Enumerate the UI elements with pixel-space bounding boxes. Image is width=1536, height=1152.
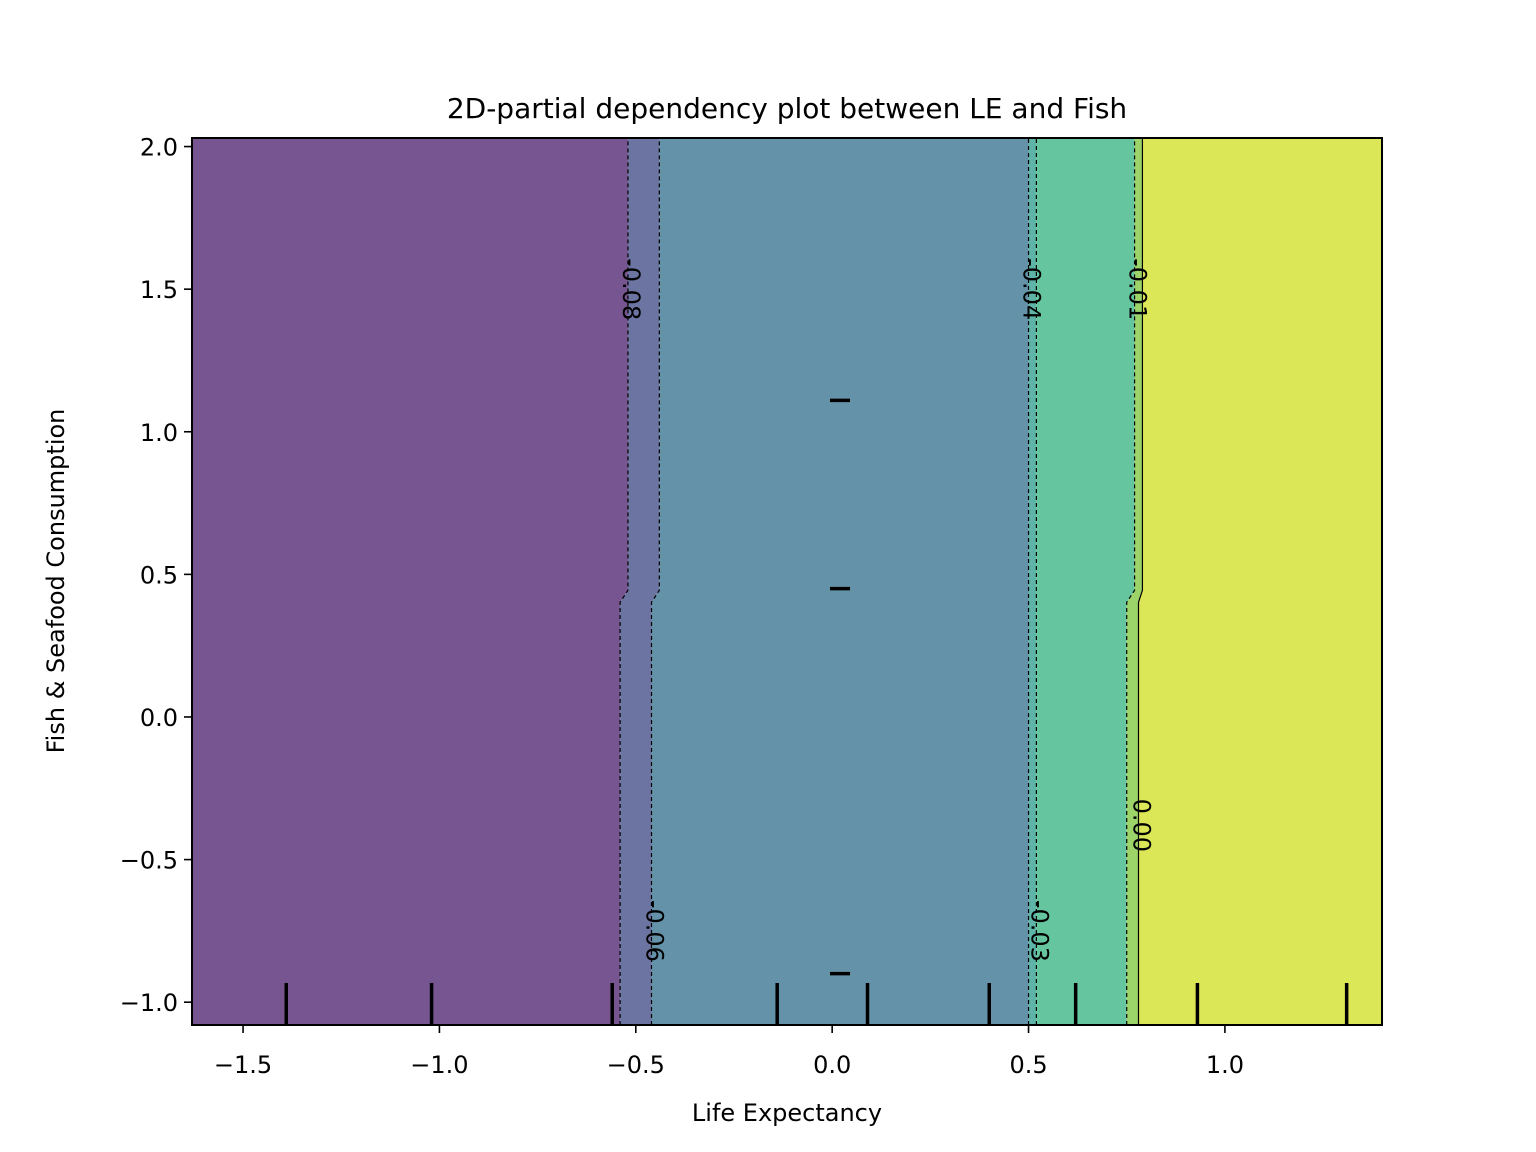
contour-label--0.01: -0.01 — [1124, 258, 1152, 320]
contour-label-0.00: 0.00 — [1128, 799, 1156, 852]
contour-lines — [619, 138, 1144, 1025]
contour-line-0.00 — [1137, 138, 1144, 1025]
contour-line--0.01 — [1126, 138, 1136, 1025]
contour-region-6 — [1138, 138, 1382, 1025]
contour-region-0 — [192, 138, 628, 1025]
y-tick-label: −0.5 — [120, 847, 178, 875]
contour-region-3 — [1028, 138, 1037, 1025]
plot-regions — [192, 138, 1382, 1025]
contour-line--0.08 — [619, 138, 629, 1025]
x-axis-label: Life Expectancy — [692, 1099, 882, 1127]
x-tick-label: 0.0 — [813, 1051, 851, 1079]
contour-label--0.04: -0.04 — [1018, 258, 1046, 320]
y-tick-label: 2.0 — [140, 134, 178, 162]
x-tick-label: 0.5 — [1009, 1051, 1047, 1079]
x-tick-label: −1.0 — [410, 1051, 468, 1079]
x-tick-label: 1.0 — [1206, 1051, 1244, 1079]
y-tick-label: 1.5 — [140, 276, 178, 304]
x-tick-label: −0.5 — [607, 1051, 665, 1079]
x-axis: −1.5 −1.0 −0.5 0.0 0.5 1.0 — [214, 1025, 1244, 1079]
contour-region-4 — [1036, 138, 1135, 1025]
rug-marks — [284, 398, 1349, 1025]
contour-label--0.06: -0.06 — [641, 900, 669, 962]
plot-frame — [191, 137, 1383, 1026]
x-tick-label: −1.5 — [214, 1051, 272, 1079]
y-axis-label: Fish & Seafood Consumption — [42, 409, 70, 754]
contour-label--0.03: -0.03 — [1025, 900, 1053, 962]
contour-label--0.08: -0.08 — [617, 258, 645, 320]
y-tick-label: 0.5 — [140, 561, 178, 589]
contour-labels: -0.08 -0.06 -0.04 -0.03 -0.01 0.00 — [617, 258, 1156, 962]
y-tick-label: −1.0 — [120, 989, 178, 1017]
y-axis: −1.0 −0.5 0.0 0.5 1.0 1.5 2.0 — [120, 134, 192, 1017]
y-tick-label: 1.0 — [140, 419, 178, 447]
contour-line--0.06 — [650, 138, 660, 1025]
chart-title: 2D-partial dependency plot between LE an… — [447, 92, 1127, 125]
contour-region-2 — [651, 138, 1029, 1025]
y-tick-label: 0.0 — [140, 704, 178, 732]
contour-region-1 — [620, 138, 660, 1025]
